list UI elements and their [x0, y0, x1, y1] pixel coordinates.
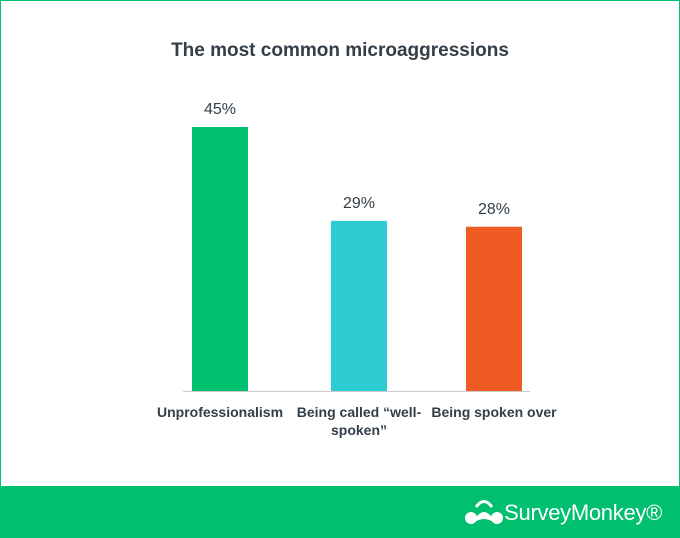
footer: SurveyMonkey®: [0, 486, 680, 538]
chart-title: The most common microaggressions: [171, 40, 509, 61]
bar: [331, 220, 387, 391]
value-label: 28%: [477, 200, 511, 218]
value-label: 45%: [203, 101, 237, 118]
value-label: 29%: [342, 194, 376, 212]
bar: [466, 226, 522, 391]
x-tick-label: Being called “well-spoken”: [296, 404, 422, 438]
x-tick-label: Being spoken over: [431, 404, 557, 420]
bar: [192, 127, 248, 391]
x-tick-label: Unprofessionalism: [156, 404, 284, 420]
brand: SurveyMonkey®: [504, 500, 662, 525]
chart: [183, 127, 530, 392]
logo: [465, 500, 503, 524]
